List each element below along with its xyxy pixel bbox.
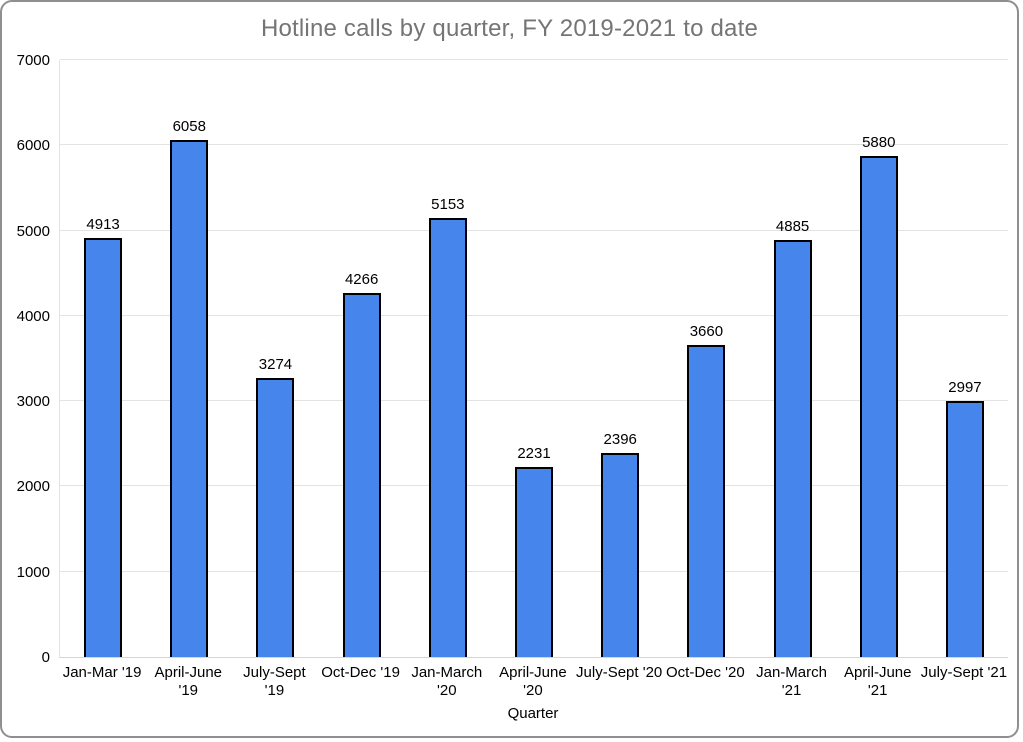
- x-tick-label: July-Sept '21: [920, 664, 1008, 681]
- bar-value-label: 4266: [344, 271, 379, 289]
- gridline: [60, 229, 1008, 231]
- bar-value-label: 5153: [431, 195, 465, 213]
- x-tick-label: July-Sept '20: [576, 664, 663, 681]
- bar-value-label: 3660: [689, 322, 724, 340]
- x-tick-label: Oct-Dec '19: [321, 664, 400, 681]
- gridline: [60, 314, 1008, 316]
- x-tick-label: Oct-Dec '20: [666, 664, 745, 681]
- gridline: [60, 144, 1008, 146]
- y-tick-label: 0: [41, 649, 50, 666]
- x-tick-label: July-Sept '19: [243, 664, 306, 699]
- bar-value-label: 4913: [86, 216, 120, 233]
- x-tick-label: Jan-March '21: [756, 664, 827, 699]
- x-tick-label: April-June '19: [154, 664, 223, 699]
- bar-value-label: 2231: [517, 444, 551, 462]
- bar-value-label: 5880: [862, 133, 896, 151]
- bar-slot: 2997: [922, 60, 1008, 657]
- bar-July-Sept '21[interactable]: [945, 401, 984, 657]
- bar-value-label: 4885: [775, 218, 810, 236]
- x-axis: Jan-Mar '19 April-June '19 July-Sept '19 Oct-…: [59, 664, 1007, 700]
- y-tick-label: 6000: [16, 137, 50, 155]
- y-axis: 0 1000 2000 3000 4000 5000 6000 7000: [2, 52, 50, 666]
- y-tick-label: 5000: [16, 222, 50, 240]
- bar-April-June '19[interactable]: [170, 140, 209, 657]
- gridline: [60, 59, 1008, 60]
- bar-July-Sept '19[interactable]: [256, 377, 295, 657]
- bar-Jan-Mar '19[interactable]: [84, 238, 123, 657]
- bar-slot: 4266: [319, 60, 405, 657]
- y-tick-label: 7000: [16, 52, 50, 69]
- bar-slot: 3274: [232, 60, 318, 657]
- bar-slot: 5880: [836, 60, 922, 657]
- chart-title: Hotline calls by quarter, FY 2019-2021 t…: [260, 15, 759, 42]
- y-tick-label: 1000: [16, 563, 50, 581]
- x-tick-label: April-June '20: [499, 664, 567, 699]
- bar-slot: 4885: [750, 60, 836, 657]
- y-tick-label: 3000: [16, 393, 50, 411]
- bar-value-label: 2997: [948, 379, 982, 397]
- bar-slot: 4913: [60, 60, 146, 657]
- x-tick-label: Jan-March '20: [411, 664, 483, 699]
- bar-slot: 2396: [577, 60, 663, 657]
- x-tick-label: Jan-Mar '19: [62, 664, 142, 681]
- bar-April-June '21[interactable]: [859, 155, 898, 657]
- plot-area: 4913 6058 3274 4266 5153 2231 2396 3660 4885 5880…: [59, 59, 1008, 658]
- bar-Oct-Dec '19[interactable]: [342, 293, 381, 657]
- bar-slot: 6058: [146, 60, 232, 657]
- x-tick-label: April-June '21: [843, 664, 912, 699]
- bar-slot: 3660: [663, 60, 749, 657]
- y-tick-label: 2000: [16, 478, 50, 496]
- bar-value-label: 2396: [603, 430, 637, 448]
- bar-Jan-March '20[interactable]: [428, 217, 467, 657]
- y-tick-label: 4000: [16, 307, 50, 325]
- bar-series: 4913 6058 3274 4266 5153 2231 2396 3660 4885 5880…: [60, 60, 1008, 657]
- x-axis-title: Quarter: [507, 705, 559, 722]
- bar-Jan-March '21[interactable]: [773, 240, 812, 657]
- bar-value-label: 6058: [172, 118, 206, 136]
- bar-value-label: 3274: [258, 355, 293, 373]
- gridline: [60, 400, 1008, 402]
- bar-Oct-Dec '20[interactable]: [687, 344, 726, 657]
- bar-slot: 5153: [405, 60, 491, 657]
- bar-July-Sept '20[interactable]: [601, 452, 640, 657]
- bar-slot: 2231: [491, 60, 577, 657]
- bar-April-June '20[interactable]: [515, 466, 554, 657]
